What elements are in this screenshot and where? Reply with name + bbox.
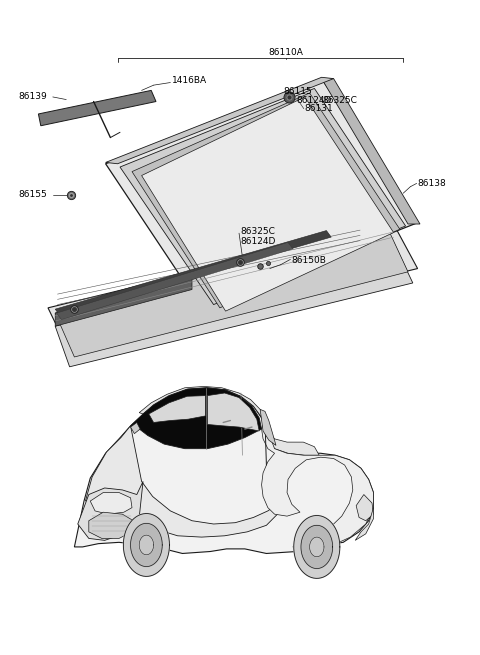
Polygon shape xyxy=(207,393,259,431)
Polygon shape xyxy=(356,495,373,521)
Text: 86325C: 86325C xyxy=(240,227,275,236)
Text: 86124D: 86124D xyxy=(297,96,332,105)
Polygon shape xyxy=(131,422,140,434)
Polygon shape xyxy=(142,97,394,311)
Polygon shape xyxy=(55,276,192,326)
Polygon shape xyxy=(301,525,333,569)
Polygon shape xyxy=(149,396,205,422)
Polygon shape xyxy=(310,537,324,557)
Polygon shape xyxy=(38,90,156,126)
Polygon shape xyxy=(89,512,133,538)
Text: 86155: 86155 xyxy=(18,190,47,199)
Polygon shape xyxy=(48,224,418,352)
Text: 86115: 86115 xyxy=(283,87,312,96)
Polygon shape xyxy=(260,409,276,445)
Polygon shape xyxy=(131,388,262,449)
Polygon shape xyxy=(322,79,420,224)
Polygon shape xyxy=(55,231,408,357)
Text: 86131: 86131 xyxy=(305,104,334,113)
Text: 86139: 86139 xyxy=(18,92,47,102)
Polygon shape xyxy=(355,508,373,540)
Polygon shape xyxy=(85,426,277,537)
Polygon shape xyxy=(132,93,400,308)
Text: 86325C: 86325C xyxy=(323,96,358,105)
Polygon shape xyxy=(106,77,334,164)
Polygon shape xyxy=(131,523,162,567)
Text: 86110A: 86110A xyxy=(268,48,303,57)
Polygon shape xyxy=(139,386,319,455)
Polygon shape xyxy=(55,231,331,316)
Polygon shape xyxy=(294,515,340,578)
Polygon shape xyxy=(90,493,132,514)
Polygon shape xyxy=(106,79,418,308)
Text: 1416BA: 1416BA xyxy=(172,76,207,85)
Polygon shape xyxy=(120,88,406,305)
Polygon shape xyxy=(57,242,293,320)
Polygon shape xyxy=(123,514,169,576)
Polygon shape xyxy=(74,388,373,553)
Text: 86124D: 86124D xyxy=(240,236,276,246)
Text: 86150B: 86150B xyxy=(292,256,327,265)
Text: 86138: 86138 xyxy=(418,179,446,188)
Polygon shape xyxy=(139,535,154,555)
Polygon shape xyxy=(55,242,413,367)
Polygon shape xyxy=(262,419,373,549)
Polygon shape xyxy=(78,481,143,540)
